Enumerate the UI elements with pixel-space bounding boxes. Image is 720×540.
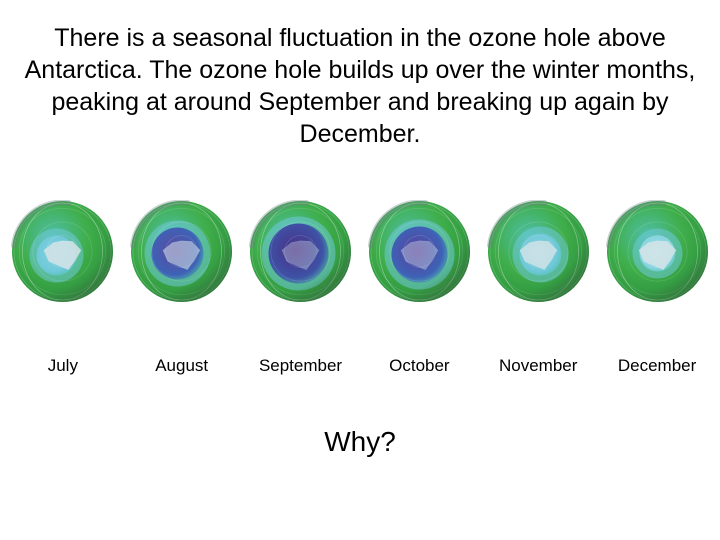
- globe-december: [601, 200, 713, 303]
- globe-row: [0, 200, 720, 303]
- month-label: December: [601, 356, 713, 376]
- ozone-globe-icon: [130, 200, 233, 303]
- ozone-globe-icon: [368, 200, 471, 303]
- month-label: July: [7, 356, 119, 376]
- ozone-globe-icon: [249, 200, 352, 303]
- ozone-globe-icon: [606, 200, 709, 303]
- globe-october: [363, 200, 475, 303]
- globe-november: [482, 200, 594, 303]
- intro-text: There is a seasonal fluctuation in the o…: [24, 22, 696, 150]
- month-label: October: [363, 356, 475, 376]
- ozone-globe-icon: [11, 200, 114, 303]
- month-label: November: [482, 356, 594, 376]
- month-label-row: July August September October November Decemb…: [0, 356, 720, 376]
- month-label: August: [126, 356, 238, 376]
- globe-july: [7, 200, 119, 303]
- globe-august: [126, 200, 238, 303]
- globe-september: [245, 200, 357, 303]
- why-text: Why?: [0, 426, 720, 458]
- ozone-globe-icon: [487, 200, 590, 303]
- slide: There is a seasonal fluctuation in the o…: [0, 0, 720, 540]
- month-label: September: [245, 356, 357, 376]
